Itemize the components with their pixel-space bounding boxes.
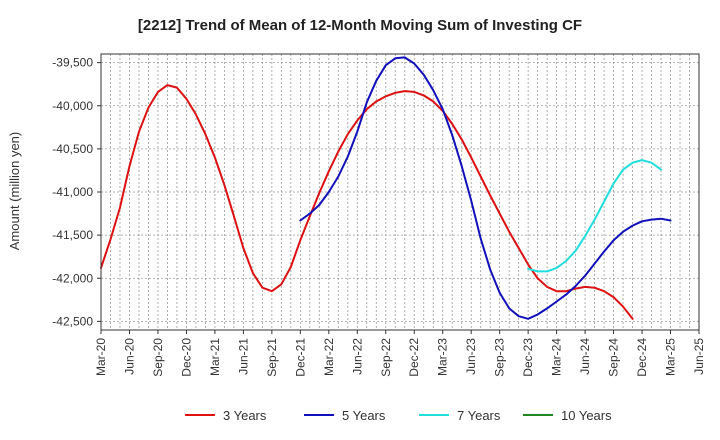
series-group <box>100 56 672 320</box>
x-tick-label: Jun-25 <box>692 338 706 375</box>
series-line-3-years <box>100 84 634 320</box>
x-tick-label: Dec-24 <box>635 338 649 377</box>
series-line-7-years <box>527 159 662 273</box>
x-tick-label: Sep-24 <box>607 338 621 377</box>
x-tick-label: Mar-24 <box>550 338 564 376</box>
x-tick-label: Mar-23 <box>436 338 450 376</box>
x-tick-label: Jun-21 <box>236 338 250 375</box>
y-axis-label: Amount (million yen) <box>7 132 22 251</box>
x-tick-label: Jun-24 <box>578 338 592 375</box>
x-tick-label: Sep-22 <box>379 338 393 377</box>
x-tick-label: Dec-22 <box>407 338 421 377</box>
y-tick-label: -40,000 <box>52 99 93 113</box>
legend-label: 5 Years <box>342 408 386 423</box>
x-tick-label: Jun-23 <box>464 338 478 375</box>
series-line-5-years <box>299 56 672 320</box>
y-tick-label: -41,500 <box>52 228 93 242</box>
y-tick-label: -42,000 <box>52 271 93 285</box>
x-tick-label: Mar-21 <box>208 338 222 376</box>
x-tick-label: Dec-23 <box>521 338 535 377</box>
x-tick-label: Sep-23 <box>493 338 507 377</box>
legend-label: 10 Years <box>561 408 612 423</box>
y-tick-label: -39,500 <box>52 56 93 70</box>
grid-lines <box>100 54 700 330</box>
y-tick-label: -41,000 <box>52 185 93 199</box>
y-ticks: -39,500 -40,000 -40,500 -41,000 -41,500 -42,0… <box>52 56 101 328</box>
legend-label: 3 Years <box>223 408 267 423</box>
y-tick-label: -42,500 <box>52 314 93 328</box>
x-tick-label: Sep-21 <box>265 338 279 377</box>
x-tick-label: Mar-25 <box>664 338 678 376</box>
x-tick-label: Jun-22 <box>350 338 364 375</box>
chart-title: [2212] Trend of Mean of 12-Month Moving … <box>138 17 582 34</box>
x-tick-label: Sep-20 <box>151 338 165 377</box>
legend: 3 Years 5 Years 7 Years 10 Years <box>185 408 612 423</box>
x-tick-label: Mar-20 <box>94 338 108 376</box>
x-tick-label: Dec-21 <box>293 338 307 377</box>
legend-label: 7 Years <box>457 408 501 423</box>
x-tick-label: Mar-22 <box>322 338 336 376</box>
x-ticks: Mar-20 Jun-20 Sep-20 Dec-20 Mar-21 Jun-21 Sep-… <box>94 330 706 377</box>
x-tick-label: Dec-20 <box>179 338 193 377</box>
x-tick-label: Jun-20 <box>122 338 136 375</box>
y-tick-label: -40,500 <box>52 142 93 156</box>
